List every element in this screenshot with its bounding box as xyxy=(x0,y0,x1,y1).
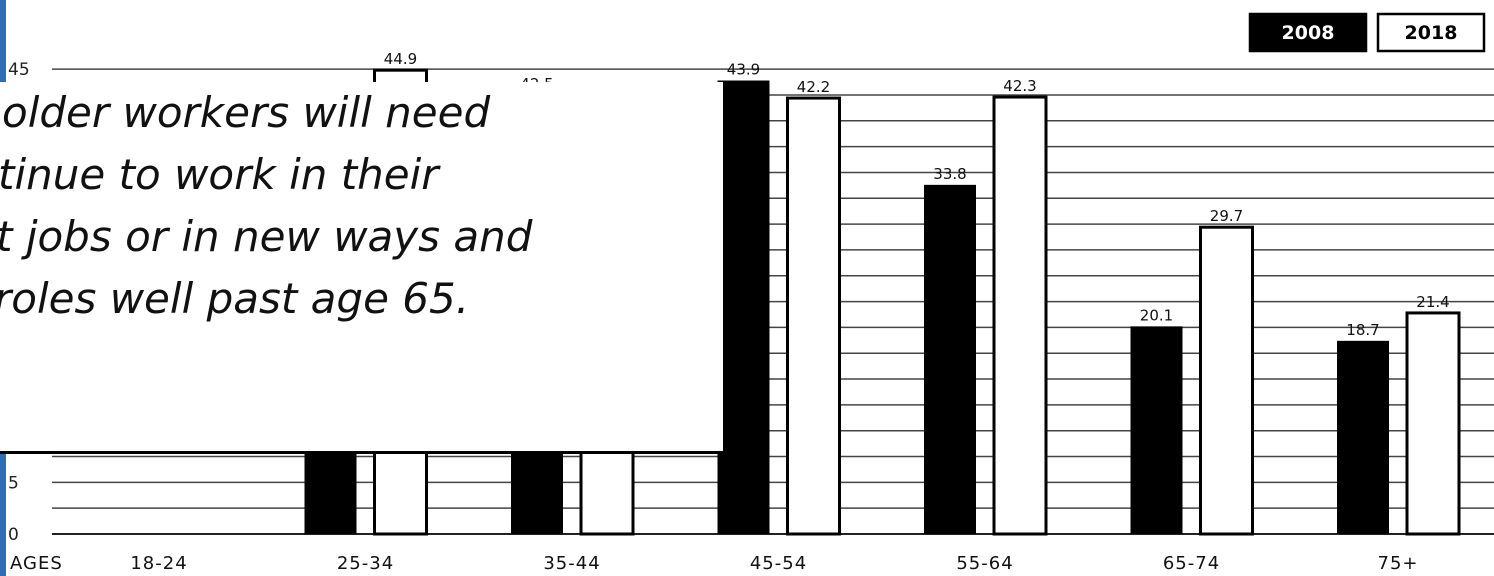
y-tick-label: 0 xyxy=(8,525,19,545)
value-label-2018-75+: 21.4 xyxy=(1416,293,1449,311)
x-axis-prefix: AGES xyxy=(10,553,63,574)
bar-2008-65-74 xyxy=(1130,326,1183,534)
callout-line-2: tinue to work in their xyxy=(0,150,439,199)
x-tick-label: 25-34 xyxy=(337,553,394,574)
callout-line-3: t jobs or in new ways and xyxy=(0,212,533,261)
x-tick-label: 18-24 xyxy=(130,553,187,574)
value-label-2008-55-64: 33.8 xyxy=(933,165,966,183)
legend: 2008 2018 xyxy=(1248,12,1486,53)
y-tick-label: 5 xyxy=(8,473,19,493)
x-tick-label: 65-74 xyxy=(1163,553,1220,574)
legend-swatch-2008 xyxy=(1248,12,1368,53)
x-axis-labels: AGES 18-24 25-34 35-44 45-54 55-64 65-74 75+ xyxy=(10,553,1419,574)
callout-line-4: roles well past age 65. xyxy=(0,274,470,323)
value-label-2008-65-74: 20.1 xyxy=(1140,306,1173,324)
legend-swatch-2018 xyxy=(1376,12,1486,53)
value-label-2008-75+: 18.7 xyxy=(1346,321,1379,339)
legend-label-2008: 2008 xyxy=(1282,22,1335,44)
callout-line-1: older workers will need xyxy=(2,88,491,137)
bar-2008-45-54 xyxy=(717,80,770,534)
x-tick-label: 55-64 xyxy=(956,553,1013,574)
bar-2018-45-54 xyxy=(786,96,841,536)
bar-2018-55-64 xyxy=(992,95,1048,536)
legend-label-2018: 2018 xyxy=(1405,22,1458,44)
bar-2018-75+ xyxy=(1405,311,1461,536)
value-label-2018-55-64: 42.3 xyxy=(1003,77,1036,95)
quote-callout: older workers will need tinue to work in… xyxy=(0,82,726,454)
value-label-2018-45-54: 42.2 xyxy=(797,78,830,96)
value-label-2018-25-34: 44.9 xyxy=(384,50,417,68)
x-tick-label: 35-44 xyxy=(543,553,600,574)
value-label-2018-65-74: 29.7 xyxy=(1210,207,1243,225)
bar-2018-65-74 xyxy=(1199,225,1254,536)
value-label-2008-45-54: 43.9 xyxy=(727,61,760,79)
bar-2008-55-64 xyxy=(924,184,976,534)
x-tick-label: 45-54 xyxy=(750,553,807,574)
y-tick-label: 45 xyxy=(8,60,30,80)
x-tick-label: 75+ xyxy=(1378,553,1419,574)
callout-text: older workers will need tinue to work in… xyxy=(0,82,723,451)
bar-2008-75+ xyxy=(1337,340,1389,534)
